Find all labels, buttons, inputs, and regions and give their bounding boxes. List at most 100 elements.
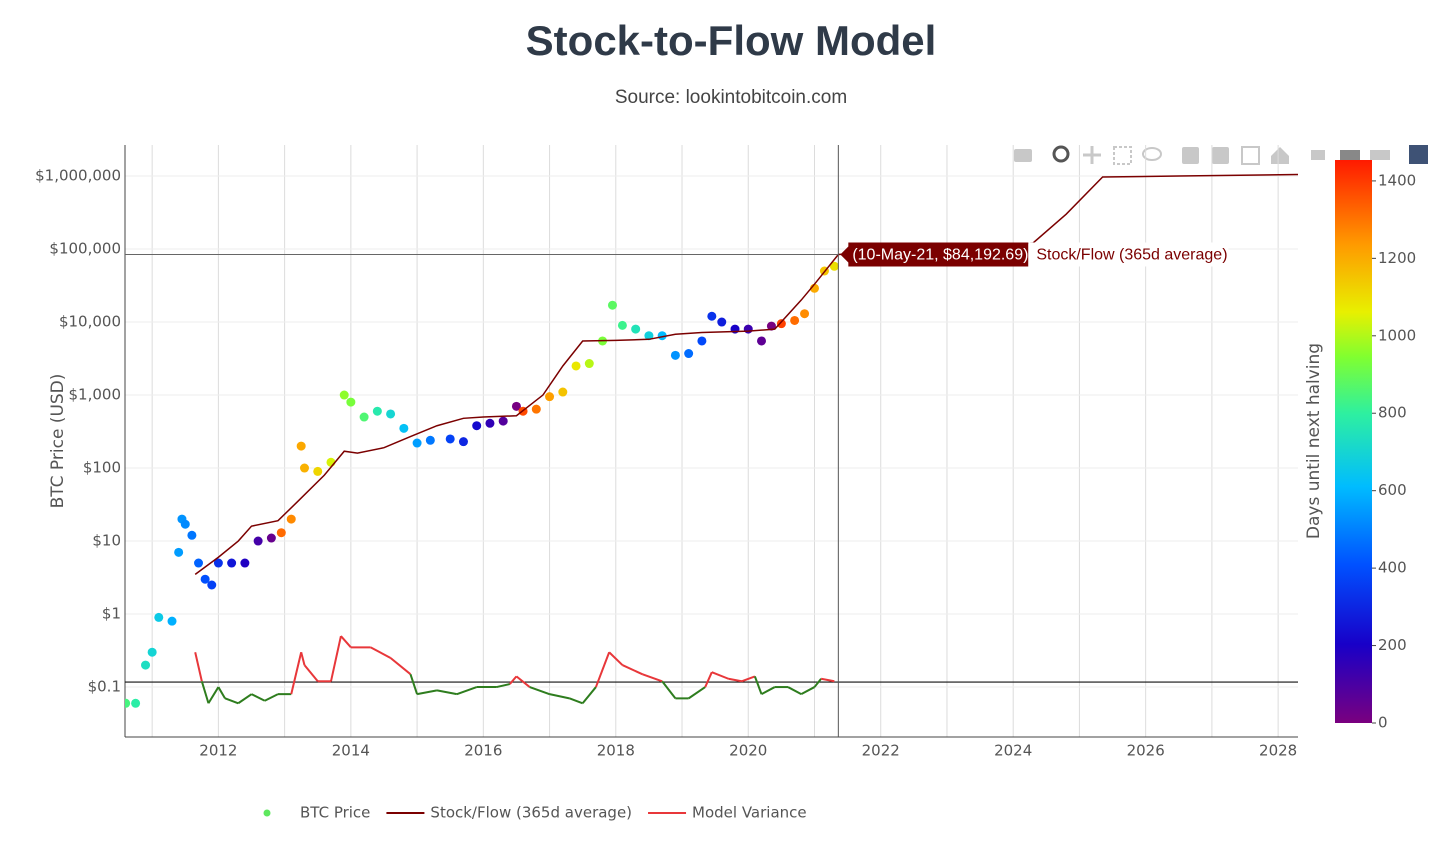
btc-price-point — [766, 321, 776, 331]
x-tick-label: 2018 — [597, 742, 635, 760]
colorbar-title: Days until next halving — [1304, 343, 1324, 539]
btc-price-point — [180, 519, 190, 529]
x-tick-label: 2020 — [729, 742, 767, 760]
variance-segment — [264, 693, 279, 702]
variance-segment — [509, 675, 518, 685]
spike-button[interactable] — [1311, 150, 1325, 160]
variance-segment — [290, 651, 303, 695]
btc-price-point — [147, 647, 157, 657]
hover-compare-button[interactable] — [1370, 150, 1390, 160]
btc-price-point — [131, 698, 141, 708]
variance-segment — [340, 635, 352, 649]
variance-segment — [820, 677, 835, 683]
pan-button[interactable] — [1083, 146, 1101, 164]
x-tick-label: 2028 — [1259, 742, 1297, 760]
variance-segment — [753, 676, 763, 695]
btc-price-point — [266, 533, 276, 543]
btc-price-point — [174, 547, 184, 557]
btc-price-point — [498, 416, 508, 426]
btc-price-point — [644, 331, 654, 341]
variance-segment — [688, 686, 706, 700]
y-tick-label: $1 — [102, 605, 121, 623]
lasso-button[interactable] — [1142, 147, 1162, 161]
reset-button[interactable] — [1271, 147, 1289, 164]
btc-price-point — [200, 574, 210, 584]
variance-segment — [515, 675, 531, 688]
btc-price-point — [684, 349, 694, 359]
btc-price-point — [531, 404, 541, 414]
legend-item[interactable]: Stock/Flow (365d average) — [386, 804, 632, 822]
x-tick-label: 2022 — [862, 742, 900, 760]
btc-price-point — [545, 392, 555, 402]
camera-button[interactable] — [1014, 149, 1032, 162]
btc-price-point — [227, 558, 237, 568]
btc-price-point — [607, 300, 617, 310]
y-tick-label: $0.1 — [88, 678, 121, 696]
variance-segment — [594, 651, 611, 688]
y-tick-label: $10 — [92, 532, 121, 550]
variance-segment — [641, 673, 663, 683]
x-tick-label: 2012 — [199, 742, 237, 760]
btc-price-point — [743, 324, 753, 334]
y-tick-label: $100,000 — [49, 240, 121, 258]
variance-segment — [529, 686, 550, 696]
legend-item[interactable]: BTC Price — [263, 804, 371, 822]
variance-segment — [436, 689, 458, 696]
x-tick-label: 2024 — [994, 742, 1032, 760]
hover-closest-button[interactable] — [1340, 150, 1360, 160]
btc-price-point — [187, 530, 197, 540]
btc-price-point — [286, 514, 296, 524]
plot-area — [125, 173, 1298, 708]
btc-price-point — [571, 361, 581, 371]
btc-price-point — [399, 423, 409, 433]
autoscale-button[interactable] — [1241, 146, 1260, 165]
btc-price-point — [717, 317, 727, 327]
chart-title: Stock-to-Flow Model — [526, 17, 937, 64]
btc-price-point — [829, 261, 839, 271]
plotly-logo[interactable] — [1409, 145, 1428, 164]
modebar[interactable] — [1014, 145, 1428, 165]
variance-segment — [661, 680, 677, 699]
colorbar-tick-label: 1000 — [1378, 326, 1416, 344]
variance-segment — [621, 664, 643, 676]
variance-segment — [303, 664, 319, 682]
select-button[interactable] — [1113, 146, 1132, 165]
btc-price-point — [194, 558, 204, 568]
hover-name-box — [1028, 242, 1229, 267]
btc-price-point — [707, 311, 717, 321]
btc-price-point — [207, 580, 217, 590]
variance-segment — [569, 697, 584, 705]
variance-segment — [217, 686, 226, 699]
y-tick-label: $100 — [83, 459, 121, 477]
variance-segment — [704, 671, 713, 688]
btc-price-point — [458, 437, 468, 447]
btc-price-point — [253, 536, 263, 546]
btc-price-point — [485, 418, 495, 428]
colorbar — [1335, 160, 1372, 723]
btc-price-point — [313, 466, 323, 476]
btc-price-point — [154, 612, 164, 622]
x-tick-label: 2026 — [1127, 742, 1165, 760]
legend-item[interactable]: Model Variance — [648, 804, 807, 822]
btc-price-point — [339, 390, 349, 400]
variance-segment — [761, 686, 776, 696]
btc-price-point — [276, 528, 286, 538]
variance-segment — [370, 646, 392, 659]
variance-segment — [416, 689, 438, 696]
zoom-button[interactable] — [1052, 145, 1070, 163]
variance-segment — [496, 683, 511, 689]
btc-price-point — [790, 315, 800, 325]
y-axis-title: BTC Price (USD) — [48, 374, 68, 509]
hover-series-name: Stock/Flow (365d average) — [1036, 247, 1227, 264]
zoom-out-button[interactable] — [1212, 147, 1229, 164]
btc-price-point — [584, 359, 594, 369]
btc-price-point — [757, 336, 767, 346]
y-tick-label: $1,000 — [69, 386, 122, 404]
btc-price-point — [213, 558, 223, 568]
variance-segment — [224, 697, 239, 705]
hover-label: (10-May-21, $84,192.69) — [852, 247, 1028, 264]
variance-segment — [300, 651, 306, 666]
y-tick-label: $1,000,000 — [35, 167, 121, 185]
zoom-in-button[interactable] — [1182, 147, 1199, 164]
